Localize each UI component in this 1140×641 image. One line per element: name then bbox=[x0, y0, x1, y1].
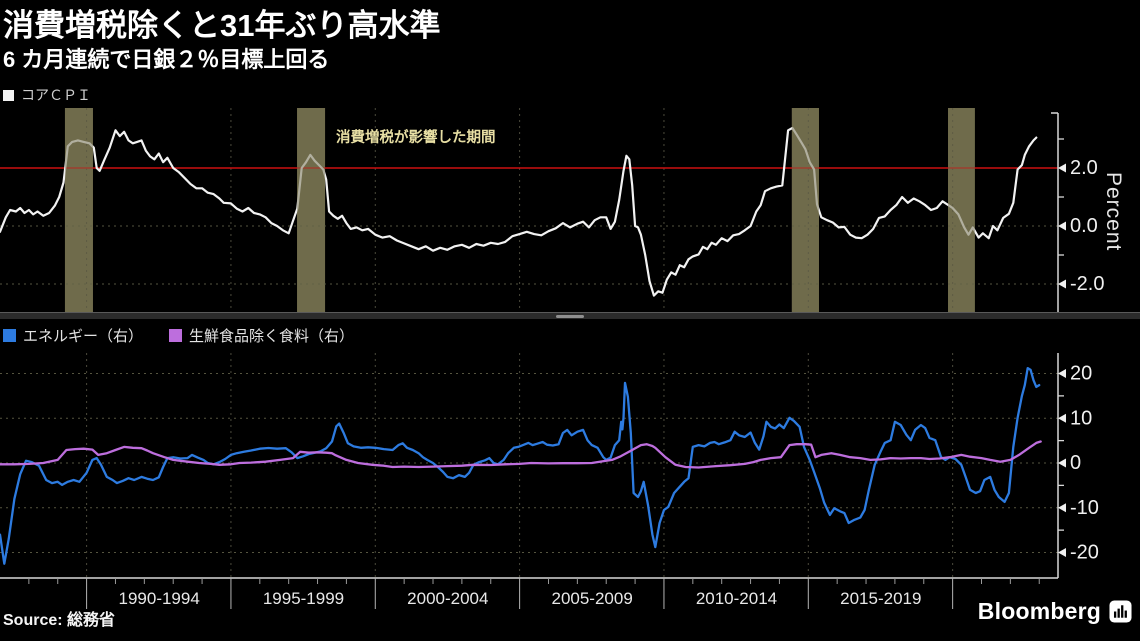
legend-label-core-cpi: コアＣＰＩ bbox=[21, 87, 91, 103]
svg-text:0.0: 0.0 bbox=[1070, 215, 1098, 237]
svg-text:10: 10 bbox=[1070, 407, 1092, 429]
bloomberg-logo: Bloomberg bbox=[978, 598, 1132, 625]
legend-label-energy: エネルギー（右） bbox=[23, 328, 144, 345]
legend-label-food: 生鮮食品除く食料（右） bbox=[189, 328, 355, 345]
x-label-1990-1994: 1990-1994 bbox=[118, 589, 200, 608]
food-swatch-icon bbox=[169, 329, 183, 342]
svg-text:0: 0 bbox=[1070, 452, 1081, 474]
svg-text:-20: -20 bbox=[1070, 542, 1099, 564]
core-cpi-swatch-icon bbox=[3, 89, 14, 101]
x-label-2005-2009: 2005-2009 bbox=[551, 589, 633, 608]
top-chart-legend: コアＣＰＩ bbox=[3, 85, 91, 105]
bloomberg-terminal-icon bbox=[1109, 600, 1132, 623]
bottom-chart-legend: エネルギー（右） 生鮮食品除く食料（右） bbox=[3, 325, 354, 346]
energy-swatch-icon bbox=[3, 329, 16, 342]
x-label-2015-2019: 2015-2019 bbox=[840, 589, 922, 608]
svg-text:2.0: 2.0 bbox=[1070, 157, 1098, 179]
top-y-axis-label: Percent bbox=[1102, 172, 1125, 252]
bottom-chart-plot: 20 10 0 -10 -20 bbox=[0, 353, 1099, 609]
svg-text:20: 20 bbox=[1070, 363, 1092, 385]
divider-drag-handle-icon[interactable] bbox=[556, 315, 584, 318]
page-title: 消費増税除くと31年ぶり高水準 bbox=[3, 8, 441, 43]
legend-item-core-cpi: コアＣＰＩ bbox=[3, 85, 91, 105]
legend-item-energy: エネルギー（右） bbox=[3, 325, 143, 346]
x-label-2000-2004: 2000-2004 bbox=[407, 589, 489, 608]
source-label: Source: 総務省 bbox=[3, 612, 116, 629]
tax-period-annotation: 消費増税が影響した期間 bbox=[336, 130, 496, 146]
svg-text:-2.0: -2.0 bbox=[1070, 273, 1104, 295]
x-axis-labels: 1990-1994 1995-1999 2000-2004 2005-2009 … bbox=[87, 589, 953, 609]
page-subtitle: 6 カ月連続で日銀２％目標上回る bbox=[3, 47, 330, 72]
svg-text:-10: -10 bbox=[1070, 497, 1099, 519]
x-label-1995-1999: 1995-1999 bbox=[262, 589, 345, 608]
bloomberg-wordmark: Bloomberg bbox=[977, 598, 1101, 624]
legend-item-food: 生鮮食品除く食料（右） bbox=[169, 325, 354, 346]
top-chart-plot: 2.0 0.0 -2.0 bbox=[0, 108, 1104, 313]
chart-divider bbox=[0, 312, 1140, 319]
x-label-2010-2014: 2010-2014 bbox=[695, 589, 778, 608]
